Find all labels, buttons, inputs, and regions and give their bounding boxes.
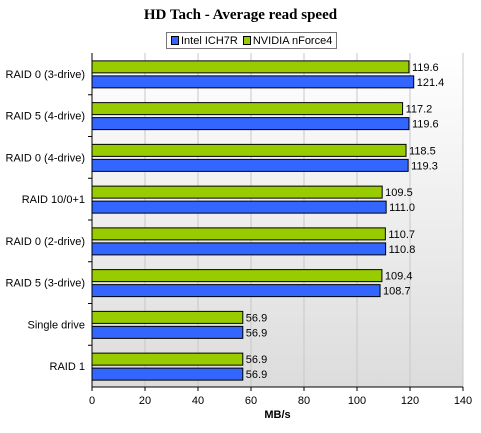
- category-label: RAID 1: [50, 361, 85, 373]
- data-label: 56.9: [246, 354, 267, 366]
- bar: [91, 284, 381, 298]
- legend: Intel ICH7R NVIDIA nForce4: [166, 32, 338, 49]
- category-label: RAID 0 (2-drive): [6, 236, 85, 248]
- bar: [91, 269, 383, 283]
- category-label: RAID 5 (3-drive): [6, 278, 85, 290]
- legend-item: NVIDIA nForce4: [242, 34, 333, 47]
- x-tick-label: 80: [298, 395, 310, 407]
- legend-label: NVIDIA nForce4: [252, 34, 333, 47]
- chart-title: HD Tach - Average read speed: [143, 7, 338, 23]
- x-axis-title: MB/s: [264, 409, 290, 421]
- category-label: RAID 10/0+1: [22, 194, 85, 206]
- data-label: 119.3: [411, 160, 438, 172]
- bar: [91, 60, 410, 74]
- bar: [91, 117, 410, 131]
- bar: [91, 158, 409, 172]
- x-tick-label: 40: [192, 395, 204, 407]
- x-tick-label: 60: [245, 395, 257, 407]
- data-label: 111.0: [389, 202, 415, 214]
- legend-swatch: [242, 36, 251, 45]
- data-label: 109.5: [385, 187, 413, 199]
- data-label: 56.9: [246, 327, 267, 339]
- bar: [91, 143, 407, 157]
- data-label: 109.4: [385, 271, 413, 283]
- bar: [91, 185, 383, 199]
- data-label: 119.6: [412, 62, 439, 74]
- data-label: 56.9: [246, 312, 267, 324]
- data-label: 119.6: [412, 119, 439, 131]
- bar: [91, 367, 244, 381]
- x-tick-label: 0: [89, 395, 95, 407]
- x-tick-label: 20: [139, 395, 151, 407]
- data-label: 118.5: [409, 145, 436, 157]
- category-label: RAID 0 (3-drive): [6, 69, 85, 81]
- data-label: 110.7: [388, 229, 415, 241]
- legend-label: Intel ICH7R: [181, 34, 238, 47]
- bar: [91, 352, 244, 366]
- x-tick-label: 120: [401, 395, 419, 407]
- category-label: RAID 0 (4-drive): [6, 152, 85, 164]
- category-label: Single drive: [28, 319, 85, 331]
- data-label: 108.7: [383, 286, 411, 298]
- bar: [91, 227, 386, 241]
- bar: [91, 75, 415, 89]
- bar: [91, 310, 244, 324]
- x-tick-label: 140: [454, 395, 472, 407]
- category-label: RAID 5 (4-drive): [6, 111, 85, 123]
- legend-item: Intel ICH7R: [171, 35, 238, 47]
- data-label: 56.9: [246, 369, 267, 381]
- data-label: 117.2: [406, 104, 433, 116]
- x-tick-label: 100: [348, 395, 366, 407]
- legend-swatch: [171, 36, 179, 45]
- bar: [91, 200, 387, 214]
- data-label: 110.8: [389, 244, 416, 256]
- data-label: 121.4: [417, 77, 445, 89]
- bar: [91, 325, 244, 339]
- bar: [91, 242, 387, 256]
- bar: [91, 102, 404, 116]
